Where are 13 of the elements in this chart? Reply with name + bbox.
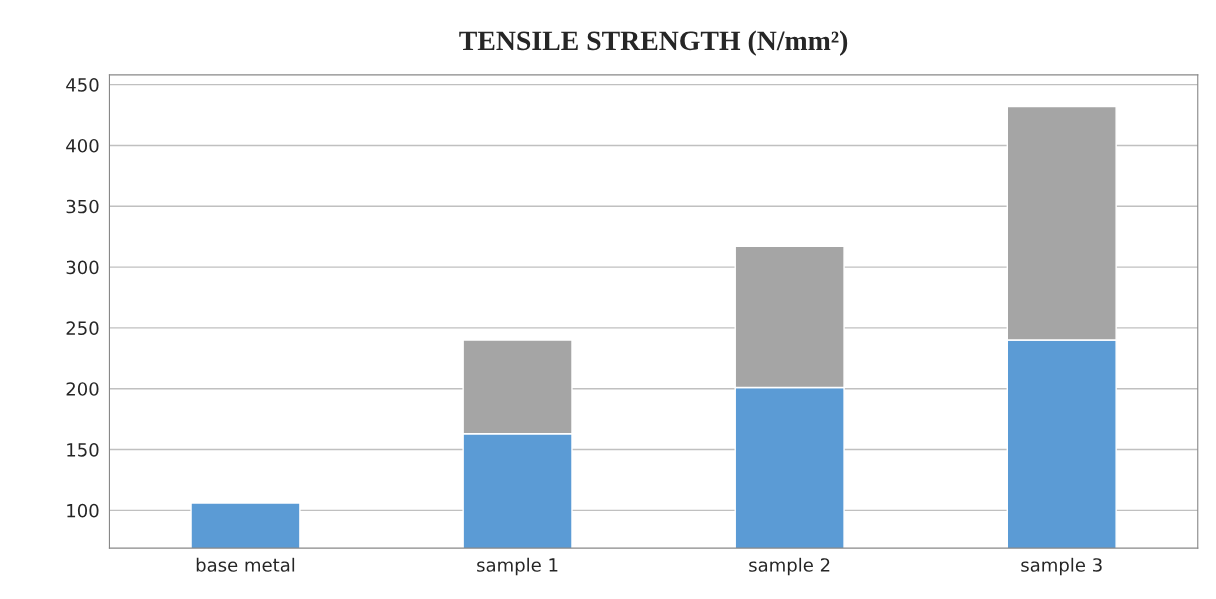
chart-title: TENSILE STRENGTH (N/mm²): [459, 30, 848, 56]
y-tick-label: 150: [67, 443, 99, 457]
x-tick-label: sample 3: [1021, 557, 1102, 576]
y-tick-label: 400: [66, 138, 99, 153]
x-tick-label: sample 2: [749, 557, 830, 576]
y-tick-label: 100: [67, 503, 99, 518]
y-tick-label: 350: [66, 199, 99, 214]
y-tick-label: 300: [66, 260, 99, 275]
y-tick-label: 200: [66, 382, 99, 396]
x-tick-label: sample 1: [477, 557, 558, 576]
x-tick-label: base metal: [196, 557, 295, 572]
y-tick-label: 450: [66, 78, 99, 92]
y-tick-label: 250: [66, 321, 99, 336]
